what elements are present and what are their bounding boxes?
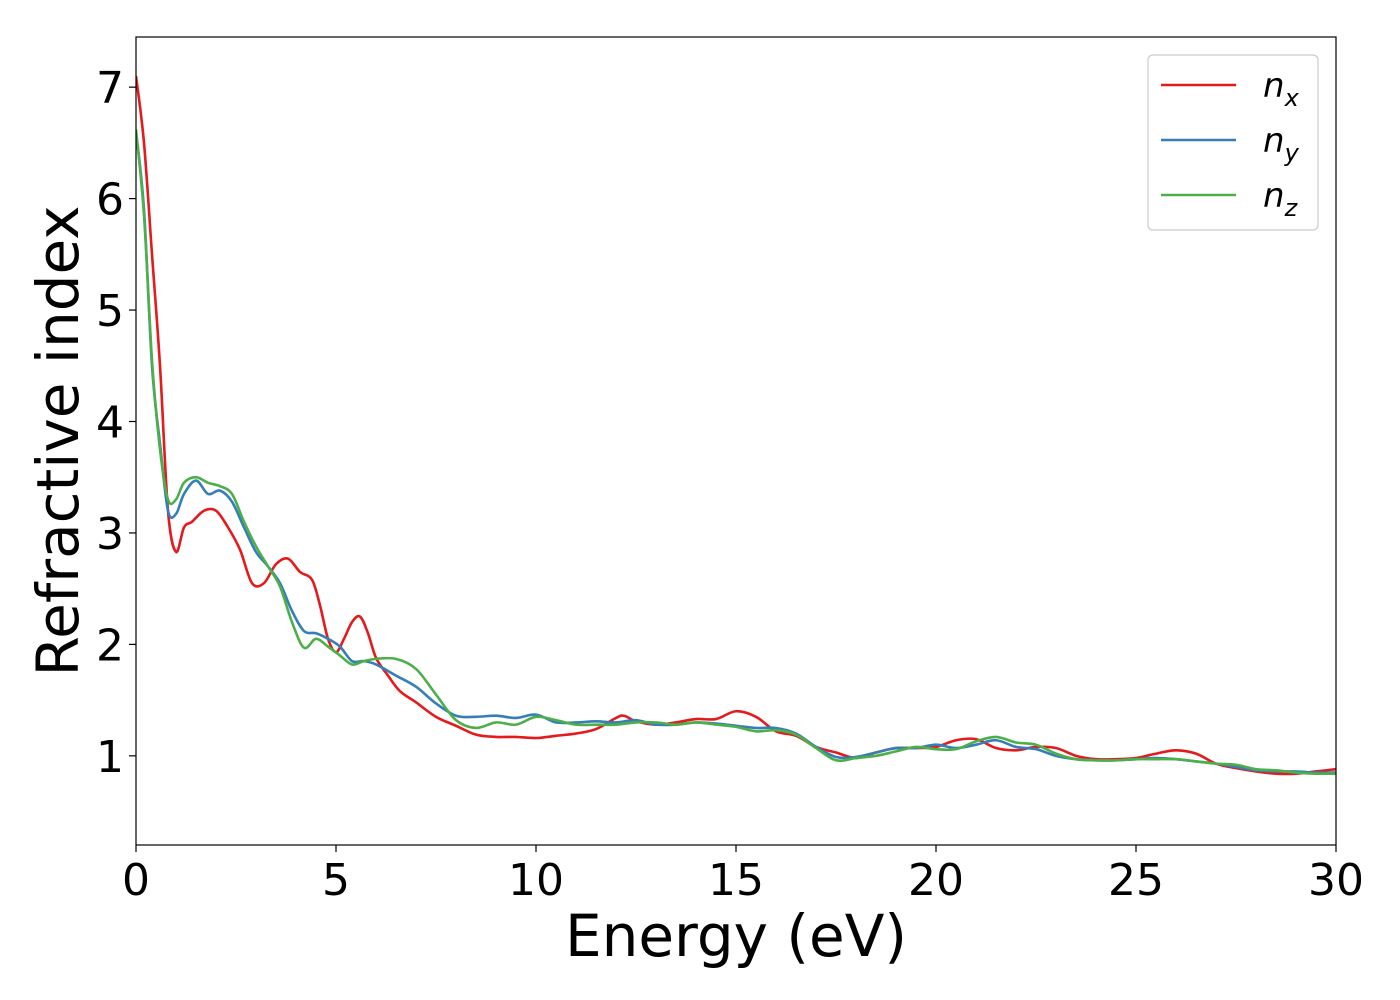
x-tick-label: 5	[322, 855, 350, 906]
y-tick-label: 2	[96, 620, 124, 671]
series-layer	[136, 75, 1336, 776]
x-tick-label: 20	[908, 855, 964, 906]
x-tick-label: 15	[708, 855, 764, 906]
y-tick-label: 1	[96, 732, 124, 783]
y-tick-label: 7	[96, 63, 124, 114]
x-tick-label: 0	[122, 855, 150, 906]
x-tick-label: 30	[1308, 855, 1364, 906]
x-tick-label: 25	[1108, 855, 1164, 906]
legend-label-subscript: x	[1284, 84, 1300, 112]
y-tick-label: 6	[96, 175, 124, 226]
legend-label-main: n	[1263, 176, 1285, 216]
y-axis-label: Refractive index	[24, 205, 92, 676]
legend-label-main: n	[1263, 121, 1285, 161]
x-tick-label: 10	[508, 855, 564, 906]
y-tick-label: 3	[96, 509, 124, 560]
legend-label-nz: nz	[1263, 176, 1299, 222]
legend-label-ny: ny	[1263, 121, 1300, 167]
legend-label-nx: nx	[1263, 66, 1300, 112]
legend-label-main: n	[1263, 66, 1285, 106]
x-axis-label: Energy (eV)	[565, 902, 907, 970]
x-axis: 0 5 10 15 20 25 30	[122, 845, 1364, 906]
series-line-nz	[136, 129, 1336, 776]
legend-label-subscript: z	[1284, 194, 1299, 222]
legend-box	[1147, 54, 1319, 231]
y-axis: 1 2 3 4 5 6 7	[96, 63, 136, 783]
series-line-nx	[136, 75, 1336, 776]
legend-label-subscript: y	[1284, 139, 1300, 167]
y-tick-label: 5	[96, 286, 124, 337]
y-tick-label: 4	[96, 397, 124, 448]
